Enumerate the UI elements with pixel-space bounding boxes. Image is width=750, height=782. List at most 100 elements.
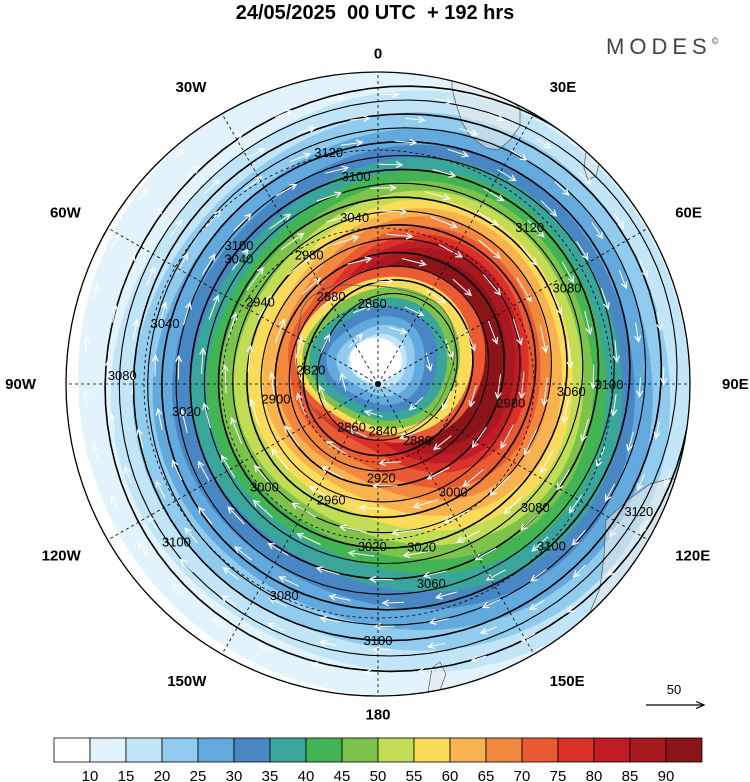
wind-vector-159: [134, 320, 137, 340]
wind-vector-136: [289, 154, 310, 163]
colorbar-tick-85: 85: [622, 768, 639, 782]
wind-vector-19: [327, 442, 346, 455]
wind-vector-97: [521, 513, 539, 530]
contour-label-23: 2920: [367, 471, 396, 486]
wind-vector-195: [326, 97, 344, 100]
contour-label-text: 3100: [225, 238, 254, 253]
wind-vector-153: [269, 598, 288, 607]
wind-vector-99: [424, 570, 447, 577]
wind-vector-91: [476, 210, 498, 225]
contour-2960: [217, 196, 568, 549]
wind-vector-39: [521, 371, 524, 398]
wind-vector-199: [535, 137, 550, 148]
wind-vector-162: [204, 180, 219, 194]
wind-vector-12: [320, 335, 329, 354]
wind-vector-71: [478, 239, 500, 258]
wind-vector-164: [296, 128, 315, 135]
contour-label-31: 3080: [521, 500, 550, 515]
contour-label-text: 2880: [403, 433, 432, 448]
colorbar-swatch-2: [125, 737, 163, 763]
wind-vector-120: [570, 494, 583, 513]
wind-vector-25: [487, 320, 497, 344]
wind-vector-167: [459, 127, 477, 134]
contour-label-text: 2940: [246, 295, 275, 310]
wind-vector-171: [618, 269, 626, 288]
contour-label-text: 2980: [295, 248, 324, 263]
wind-vector-198: [487, 113, 504, 121]
wind-vector-42: [414, 498, 440, 507]
wind-vector-192: [185, 167, 198, 180]
wind-vector-194: [274, 111, 291, 118]
wind-vector-160: [146, 268, 154, 286]
contour-label-text: 3060: [557, 384, 586, 399]
wind-vector-59: [393, 530, 421, 534]
contour-label-text: 2980: [496, 396, 525, 411]
contour-label-4: 3040: [340, 210, 369, 225]
wind-vector-202: [640, 260, 647, 277]
wind-vector-66: [246, 268, 263, 291]
contour-label-text: 3040: [151, 316, 180, 331]
wind-vector-36: [401, 258, 426, 265]
wind-vector-64: [225, 365, 226, 394]
contour-2840: [302, 279, 474, 457]
contour-label-text: 3120: [624, 504, 653, 519]
wind-vector-140: [497, 169, 515, 181]
contour-label-5: 2980: [295, 248, 324, 263]
colorbar-swatch-12: [485, 737, 523, 763]
contour-label-18: 2880: [403, 433, 432, 448]
wind-vector-197: [435, 99, 452, 103]
wind-vector-114: [483, 188, 504, 201]
contour-label-13: 3020: [172, 404, 201, 419]
wind-vector-31: [285, 426, 300, 447]
contour-label-22: 3000: [250, 479, 279, 494]
wind-vector-225: [172, 149, 184, 160]
wind-vector-78: [404, 550, 430, 555]
contour-label-10: 3080: [553, 281, 582, 296]
wind-vector-208: [568, 602, 580, 612]
contour-label-text: 3060: [417, 576, 446, 591]
wind-vector-158: [132, 375, 133, 395]
longitude-label-120E: 120E: [675, 548, 710, 565]
wind-vector-43: [360, 507, 387, 510]
contour-label-1: 3100: [342, 169, 371, 184]
wind-vector-44: [310, 487, 334, 500]
map-outline: [65, 71, 691, 697]
wind-vector-40: [501, 424, 514, 448]
wind-vector-132: [159, 303, 165, 324]
wind-vector-221: [86, 338, 87, 353]
wind-vector-118: [613, 394, 616, 415]
graticule: [66, 72, 690, 696]
wind-vector-111: [325, 168, 348, 174]
longitude-label-120W: 120W: [42, 548, 82, 565]
wind-vector-61: [292, 503, 317, 518]
wind-vector-144: [639, 377, 640, 397]
meridian-150: [377, 383, 535, 655]
colorbar-swatch-15: [593, 737, 631, 763]
wind-vector-170: [591, 222, 603, 238]
contour-label-28: 3100: [162, 535, 191, 550]
wind-vector-212: [365, 672, 380, 673]
contour-2980: [203, 182, 584, 565]
wind-vector-172: [636, 322, 639, 342]
wind-vector-107: [183, 303, 191, 326]
brand-logo: MODES©: [606, 34, 718, 60]
colorbar-swatch-8: [341, 737, 379, 763]
wind-vector-129: [173, 461, 183, 481]
wind-vector-126: [280, 577, 300, 587]
longitude-label-150W: 150W: [167, 673, 207, 690]
wind-vector-179: [428, 644, 446, 647]
contour-label-17: 2840: [368, 424, 397, 439]
wind-vector-190: [127, 255, 135, 271]
wind-vector-181: [320, 642, 337, 646]
wind-vector-9: [400, 430, 419, 438]
wind-vector-108: [202, 255, 215, 275]
contour-label-text: 3100: [162, 535, 191, 550]
wind-vector-8: [443, 390, 452, 409]
contour-label-text: 3020: [358, 539, 387, 554]
contour-label-text: 3080: [270, 588, 299, 603]
contour-label-text: 3100: [537, 539, 566, 554]
wind-vector-93: [584, 311, 591, 334]
colorbar-tick-75: 75: [550, 768, 567, 782]
wind-vector-15: [466, 329, 475, 351]
